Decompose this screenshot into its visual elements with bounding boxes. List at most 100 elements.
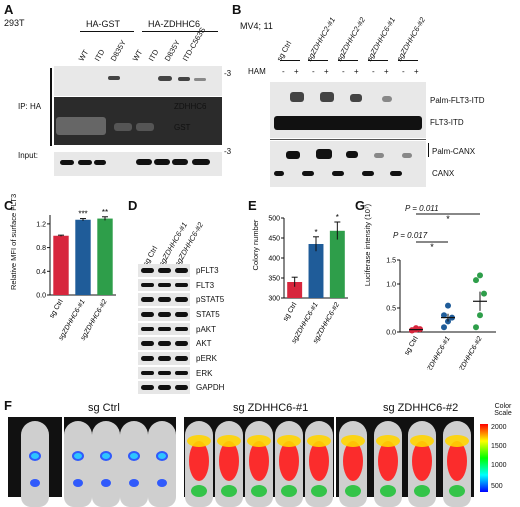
blot-band xyxy=(175,326,188,332)
lane-label: D835Y xyxy=(162,38,182,63)
data-point xyxy=(481,290,487,297)
luminescence-signal xyxy=(281,485,297,497)
blot-band xyxy=(158,326,171,332)
mouse xyxy=(185,421,213,507)
blot-band xyxy=(158,268,171,273)
significance-label: * xyxy=(336,213,339,222)
x-tick-label: sgZDHHC6-#1 xyxy=(423,335,452,370)
blot-ip-lower xyxy=(54,97,222,145)
luminescence-signal xyxy=(101,479,111,487)
luminescence-signal xyxy=(247,435,271,447)
luminescence-signal xyxy=(251,485,267,497)
y-tick-label: 300 xyxy=(268,296,280,303)
panel-letter-a: A xyxy=(4,2,14,17)
ip-bracket xyxy=(50,68,52,146)
mouse xyxy=(64,421,92,507)
luminescence-signal xyxy=(102,453,110,459)
blot-band xyxy=(158,356,171,361)
mouse xyxy=(305,421,333,507)
y-tick-label: 1.0 xyxy=(386,282,396,289)
lane-label: D835Y xyxy=(108,38,128,63)
color-scale-tick: 1000 xyxy=(491,462,507,469)
blot-band xyxy=(158,297,171,302)
luminescence-signal xyxy=(279,441,299,481)
row-label-d: pSTAT5 xyxy=(196,295,225,305)
chart-c: 0.00.40.81.2sg Ctrl***sgZDHHC6-#1**sgZDH… xyxy=(36,208,116,342)
chart-g: 0.0 0.5 1.0 1.5 sg Ctrl sgZDHHC6-#1 sgZDHHC6-#… xyxy=(386,213,496,370)
blot-strip xyxy=(138,337,190,350)
group-line-b xyxy=(308,60,328,61)
panel-letter-b: B xyxy=(232,2,242,17)
canx-bracket xyxy=(428,143,429,157)
luminescence-signal xyxy=(189,441,209,481)
group-label-f: sg ZDHHC6-#2 xyxy=(383,402,459,414)
y-tick-label: 1.2 xyxy=(36,221,46,228)
y-tick-label: 450 xyxy=(268,236,280,243)
blot-band xyxy=(158,370,171,376)
luminescence-signal xyxy=(309,441,329,481)
y-tick-label: 500 xyxy=(268,216,280,223)
band-label-zdhhc6: ZDHHC6 xyxy=(174,102,207,111)
imaging-panel xyxy=(184,417,334,507)
data-point xyxy=(445,302,451,309)
color-scale-tick: 500 xyxy=(491,483,503,490)
blot-ip-upper xyxy=(54,66,222,96)
mouse xyxy=(275,421,303,507)
blot-band xyxy=(141,370,154,376)
luminescence-signal xyxy=(448,485,465,497)
ham-sign: - xyxy=(312,67,315,76)
mouse xyxy=(215,421,243,507)
luminescence-signal xyxy=(412,441,433,481)
data-point xyxy=(477,312,483,319)
group-line-zdhhc6 xyxy=(142,31,218,32)
y-tick-label: 0.8 xyxy=(36,245,46,252)
blot-band xyxy=(158,341,171,346)
band-label-canx: CANX xyxy=(432,169,455,178)
blot-band xyxy=(141,282,154,288)
blot-band xyxy=(141,326,154,332)
lane-label: ITD xyxy=(146,47,161,63)
luminescence-signal xyxy=(444,435,469,447)
marker-top: -3 xyxy=(224,69,232,78)
imaging-panel xyxy=(336,417,474,507)
blot-band xyxy=(158,312,171,317)
luminescence-signal xyxy=(345,485,362,497)
blot-band xyxy=(175,356,188,361)
significance-label: *** xyxy=(78,210,87,219)
data-point xyxy=(413,325,419,332)
mouse xyxy=(442,421,471,507)
row-label-d: pERK xyxy=(196,354,217,363)
marker-bottom: -3 xyxy=(224,147,232,156)
color-scale-bar xyxy=(480,424,488,492)
group-label-b: sgZDHHC2-#2 xyxy=(334,15,368,63)
row-labels-d: pFLT3 FLT3 pSTAT5 STAT5 pAKT AKT pERK ERK GAPDH xyxy=(196,263,256,395)
row-label-ip: IP: HA xyxy=(18,102,42,111)
bar xyxy=(308,244,324,298)
luminescence-signal xyxy=(157,479,167,487)
luminescence-signal xyxy=(221,485,237,497)
blot-band xyxy=(175,370,188,376)
group-label-b: sgZDHHC2-#1 xyxy=(304,15,338,63)
imaging-panel xyxy=(8,417,62,507)
row-label-d: pAKT xyxy=(196,324,217,334)
band-label-gst: GST xyxy=(174,123,191,132)
mouse xyxy=(373,421,402,507)
ham-sign: + xyxy=(414,67,419,76)
significance-label: * xyxy=(430,242,434,252)
row-label-input: Input: xyxy=(18,151,39,160)
imaging-panel xyxy=(64,417,176,507)
mouse xyxy=(408,421,437,507)
blot-flt3 xyxy=(270,82,426,138)
color-scale-title: Color Scale xyxy=(494,403,512,417)
luminescence-signal xyxy=(31,453,39,459)
band-label-palm-canx: Palm-CANX xyxy=(432,147,476,156)
luminescence-signal xyxy=(375,435,400,447)
luminescence-signal xyxy=(217,435,241,447)
data-point xyxy=(441,324,447,331)
color-scale-tick: 2000 xyxy=(491,424,507,431)
row-label-d: ERK xyxy=(196,368,213,378)
panel-letter-f: F xyxy=(4,398,12,413)
row-label-d: AKT xyxy=(196,339,212,349)
blot-strip xyxy=(138,293,190,306)
y-tick-label: 0.4 xyxy=(36,269,46,276)
